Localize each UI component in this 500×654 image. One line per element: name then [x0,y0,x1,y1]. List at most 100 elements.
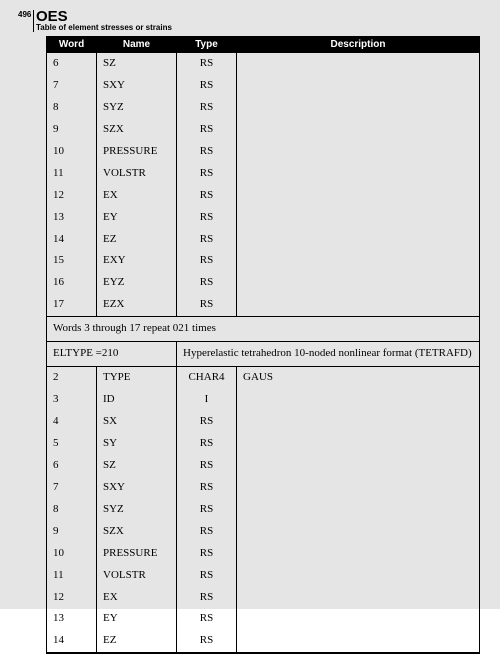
cell-type: RS [177,587,237,609]
table-body: 6SZRS7SXYRS8SYZRS9SZXRS10PRESSURERS11VOL… [47,53,480,653]
cell-name: SXY [97,75,177,97]
cell-type: RS [177,229,237,251]
cell-word: 9 [47,119,97,141]
cell-word: 4 [47,411,97,433]
cell-desc [237,75,480,97]
cell-type: RS [177,499,237,521]
cell-name: EY [97,608,177,630]
table-row: 14EZRS [47,229,480,251]
cell-desc [237,53,480,75]
col-name: Name [97,36,177,53]
cell-type: RS [177,521,237,543]
table-row: 6SZRS [47,455,480,477]
cell-type: CHAR4 [177,367,237,389]
page-number: 496 [18,10,31,19]
cell-type: RS [177,185,237,207]
table-row: 16EYZRS [47,272,480,294]
cell-name: EYZ [97,272,177,294]
table-row: 11VOLSTRRS [47,163,480,185]
cell-word: 11 [47,565,97,587]
cell-word: 8 [47,97,97,119]
cell-desc [237,477,480,499]
cell-type: RS [177,250,237,272]
cell-type: RS [177,97,237,119]
cell-type: RS [177,163,237,185]
table-row: 12EXRS [47,185,480,207]
cell-name: SYZ [97,97,177,119]
cell-word: 7 [47,75,97,97]
cell-word: 7 [47,477,97,499]
cell-name: SZ [97,53,177,75]
cell-desc [237,294,480,316]
cell-word: 14 [47,630,97,653]
table-row: 4SXRS [47,411,480,433]
cell-type: RS [177,207,237,229]
cell-word: 3 [47,389,97,411]
repeat-note-row: Words 3 through 17 repeat 021 times [47,317,480,342]
table-row: 8SYZRS [47,499,480,521]
cell-desc [237,499,480,521]
cell-word: 2 [47,367,97,389]
table-row: 14EZRS [47,630,480,653]
cell-desc [237,119,480,141]
cell-name: SZX [97,521,177,543]
cell-word: 12 [47,185,97,207]
cell-type: RS [177,477,237,499]
cell-word: 11 [47,163,97,185]
cell-type: RS [177,294,237,316]
cell-name: TYPE [97,367,177,389]
eltype-label: ELTYPE =210 [47,342,177,367]
cell-word: 17 [47,294,97,316]
cell-name: SYZ [97,499,177,521]
cell-desc [237,185,480,207]
cell-name: PRESSURE [97,141,177,163]
cell-desc [237,521,480,543]
table-row: 7SXYRS [47,75,480,97]
cell-name: EZ [97,630,177,653]
cell-type: RS [177,141,237,163]
cell-name: SX [97,411,177,433]
cell-word: 6 [47,53,97,75]
stress-table: Word Name Type Description 6SZRS7SXYRS8S… [46,36,480,654]
table-row: 9SZXRS [47,119,480,141]
page: 496 OES Table of element stresses or str… [0,0,500,609]
cell-type: RS [177,411,237,433]
cell-word: 12 [47,587,97,609]
cell-word: 5 [47,433,97,455]
table-row: 6SZRS [47,53,480,75]
cell-desc: GAUS [237,367,480,389]
cell-desc [237,207,480,229]
cell-word: 15 [47,250,97,272]
cell-desc [237,433,480,455]
table-row: 13EYRS [47,608,480,630]
cell-desc [237,587,480,609]
repeat-note: Words 3 through 17 repeat 021 times [47,317,480,342]
table-row: 13EYRS [47,207,480,229]
cell-word: 14 [47,229,97,251]
cell-name: EX [97,185,177,207]
cell-word: 16 [47,272,97,294]
cell-desc [237,250,480,272]
cell-desc [237,141,480,163]
table-row: 11VOLSTRRS [47,565,480,587]
cell-type: RS [177,433,237,455]
cell-desc [237,411,480,433]
cell-word: 9 [47,521,97,543]
cell-type: RS [177,119,237,141]
cell-word: 10 [47,543,97,565]
cell-name: PRESSURE [97,543,177,565]
cell-type: RS [177,75,237,97]
cell-type: RS [177,543,237,565]
cell-type: RS [177,565,237,587]
table-row: 7SXYRS [47,477,480,499]
table-header-row: Word Name Type Description [47,36,480,53]
cell-name: ID [97,389,177,411]
table-wrapper: Word Name Type Description 6SZRS7SXYRS8S… [46,36,480,654]
table-row: 9SZXRS [47,521,480,543]
cell-name: SXY [97,477,177,499]
eltype-desc: Hyperelastic tetrahedron 10-noded nonlin… [177,342,480,367]
cell-name: EX [97,587,177,609]
cell-desc [237,272,480,294]
table-row: 12EXRS [47,587,480,609]
table-row: 3IDI [47,389,480,411]
